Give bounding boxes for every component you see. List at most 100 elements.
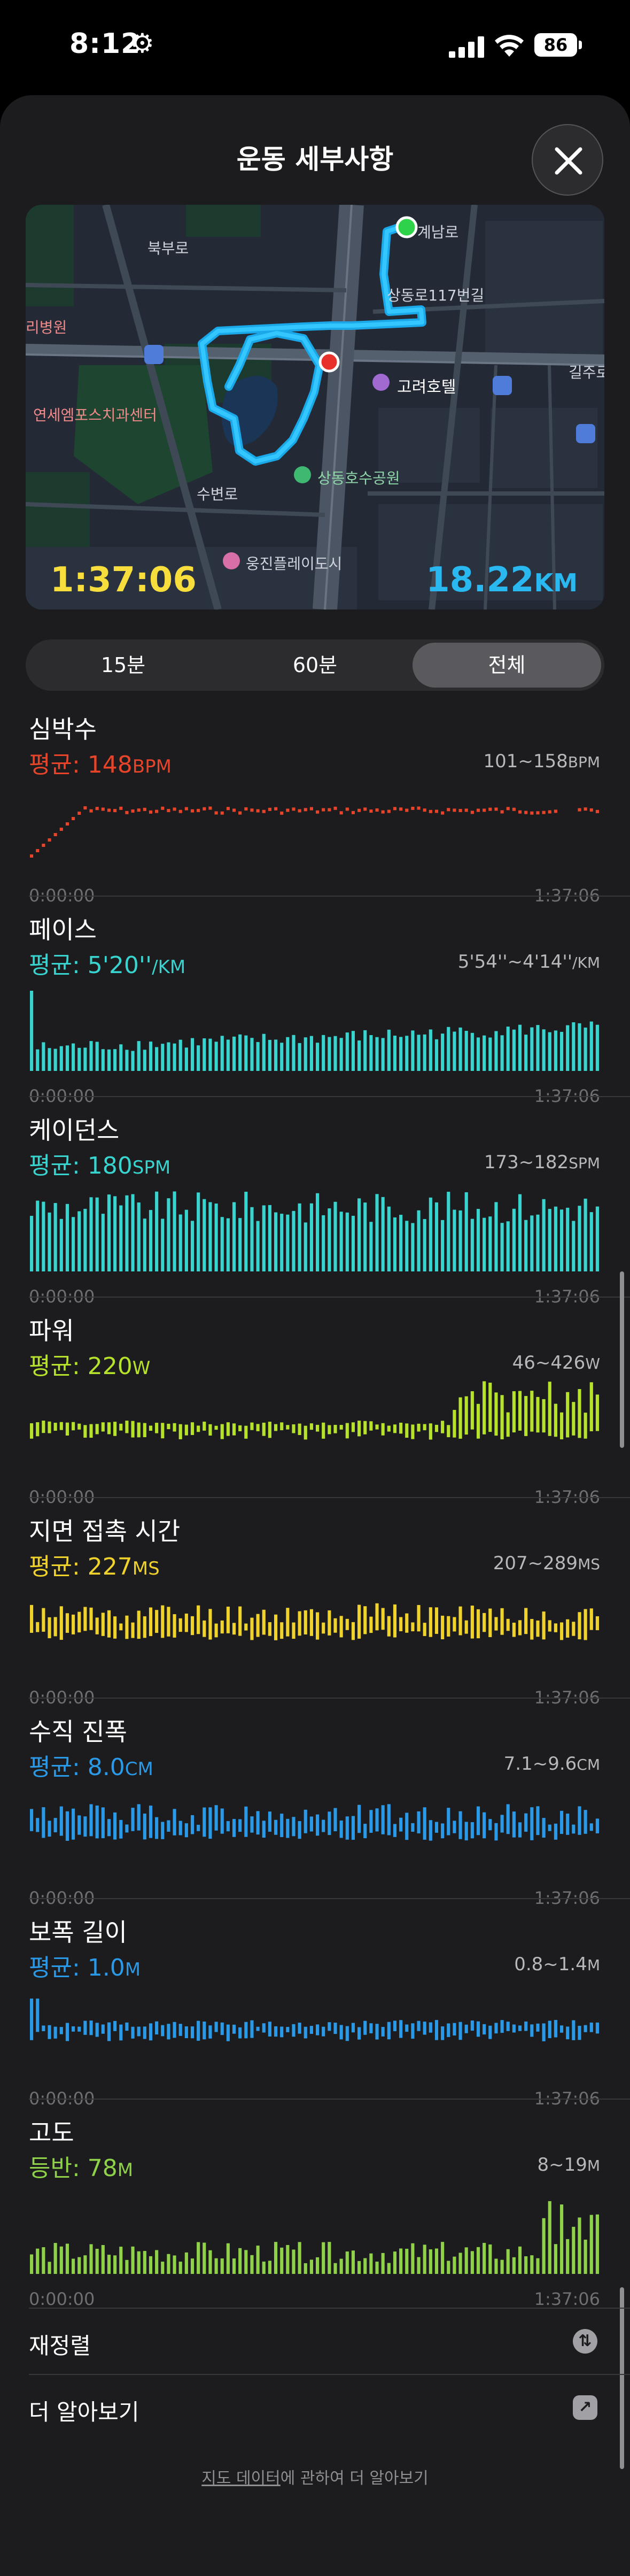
chart-mark	[77, 1211, 81, 1271]
chart-mark	[369, 1616, 373, 1633]
segment-15min[interactable]: 15분	[100, 653, 146, 677]
reorder-icon: ⇅	[573, 2329, 597, 2354]
chart-mark	[559, 2025, 564, 2033]
metric-average: 평균: 148BPM	[29, 751, 172, 778]
chart-mark	[387, 1616, 391, 1637]
chart-mark	[113, 1616, 117, 1639]
chart-mark	[125, 811, 129, 814]
chart-mark	[483, 1381, 486, 1434]
chart-mark	[554, 809, 557, 813]
chart-mark	[494, 1392, 498, 1436]
chart-mark	[178, 2262, 182, 2274]
chart-mark	[387, 1206, 391, 1271]
chart-mark	[280, 1214, 284, 1271]
chart-mark	[280, 1622, 284, 1639]
chart-mark	[411, 1424, 415, 1439]
chart-mark	[381, 2027, 385, 2037]
metric-chart	[30, 806, 599, 858]
chart-mark	[405, 1813, 409, 1840]
chart-mark	[566, 2026, 570, 2040]
chart-mark	[458, 1210, 462, 1271]
chart-mark	[208, 1807, 212, 1839]
chart-mark	[500, 1395, 504, 1440]
chart-mark	[107, 2022, 111, 2041]
map-data-footer: 지도 데이터에 관하여 더 알아보기	[0, 2465, 630, 2488]
metric-section: 고도 등반: 78M 8~19M 0:00:00 1:37:06	[0, 2114, 630, 2314]
segment-60min[interactable]: 60분	[292, 653, 338, 677]
chart-mark	[101, 2024, 105, 2034]
chart-mark	[589, 1021, 593, 1071]
scrollbar-lower[interactable]	[620, 2287, 624, 2469]
chart-mark	[65, 2023, 69, 2041]
chart-mark	[36, 1049, 40, 1071]
chart-mark	[173, 1423, 176, 1432]
chart-mark	[268, 1422, 271, 1438]
chart-mark	[470, 811, 474, 814]
chart-mark	[536, 811, 540, 815]
chart-mark	[405, 1221, 409, 1271]
chart-mark	[572, 1022, 575, 1071]
map-data-link[interactable]: 지도 데이터	[201, 2469, 281, 2488]
chart-mark	[339, 2025, 343, 2040]
chart-mark	[77, 1423, 81, 1430]
chart-mark	[506, 1618, 510, 1631]
chart-mark	[393, 1217, 397, 1271]
chart-mark	[500, 1035, 504, 1071]
chart-mark	[453, 1617, 456, 1632]
chart-mark	[220, 811, 224, 815]
chart-mark	[36, 849, 40, 852]
metric-title: 보폭 길이	[29, 1918, 127, 1947]
chart-mark	[589, 1823, 593, 1831]
chart-mark	[524, 1220, 528, 1271]
route-map[interactable]: 계남로 상동로117번길 리병원 연세엠포스치과센터 고려호텔 길주로 상동호수…	[26, 205, 604, 610]
segment-all[interactable]: 전체	[413, 643, 601, 688]
chart-mark	[309, 1036, 313, 1071]
chart-mark	[530, 1807, 534, 1840]
learn-more-row[interactable]: 더 알아보기 ↗	[29, 2375, 601, 2439]
chart-mark	[274, 1039, 278, 1071]
chart-mark	[339, 1212, 343, 1271]
scrollbar-upper[interactable]	[620, 1271, 624, 1448]
metric-range: 8~19M	[537, 2154, 600, 2176]
chart-mark	[494, 1823, 498, 1841]
chart-mark	[232, 2024, 236, 2034]
chart-mark	[357, 1804, 361, 1833]
chart-mark	[458, 808, 462, 812]
chart-mark	[381, 1197, 385, 1271]
chart-mark	[417, 2257, 421, 2274]
map-label-gildong: 길주로	[569, 364, 604, 381]
chart-mark	[30, 1605, 34, 1633]
chart-mark	[220, 2022, 224, 2035]
close-button[interactable]	[532, 124, 603, 196]
chart-mark	[470, 1218, 474, 1271]
chart-mark	[506, 1412, 510, 1437]
chart-mark	[232, 1819, 236, 1837]
chart-mark	[89, 1041, 93, 1071]
chart-mark	[143, 1814, 146, 1840]
chart-mark	[149, 1210, 153, 1271]
reorder-row[interactable]: 재정렬 ⇅	[29, 2309, 601, 2373]
chart-mark	[518, 1620, 522, 1636]
chart-mark	[351, 1422, 355, 1432]
chart-mark	[375, 1808, 379, 1832]
chart-mark	[476, 1037, 480, 1071]
map-label-hospital: 리병원	[26, 319, 67, 336]
metric-chart	[30, 2201, 599, 2274]
chart-mark	[518, 810, 522, 814]
chart-mark	[250, 1617, 254, 1640]
chart-mark	[155, 809, 159, 813]
chart-mark	[197, 1824, 200, 1831]
chart-mark	[280, 1043, 284, 1071]
chart-mark	[59, 2246, 63, 2274]
chart-mark	[328, 1610, 331, 1636]
chart-mark	[244, 1806, 248, 1837]
chart-mark	[500, 810, 504, 814]
chart-mark	[190, 1038, 195, 1071]
chart-mark	[53, 833, 57, 836]
chart-mark	[304, 1222, 307, 1271]
chart-mark	[339, 1038, 343, 1071]
chart-mark	[345, 1618, 349, 1630]
chart-mark	[441, 1421, 445, 1433]
metric-section: 케이던스 평균: 180SPM 173~182SPM 0:00:00 1:37:06	[0, 1111, 630, 1312]
chart-mark	[423, 2245, 426, 2274]
